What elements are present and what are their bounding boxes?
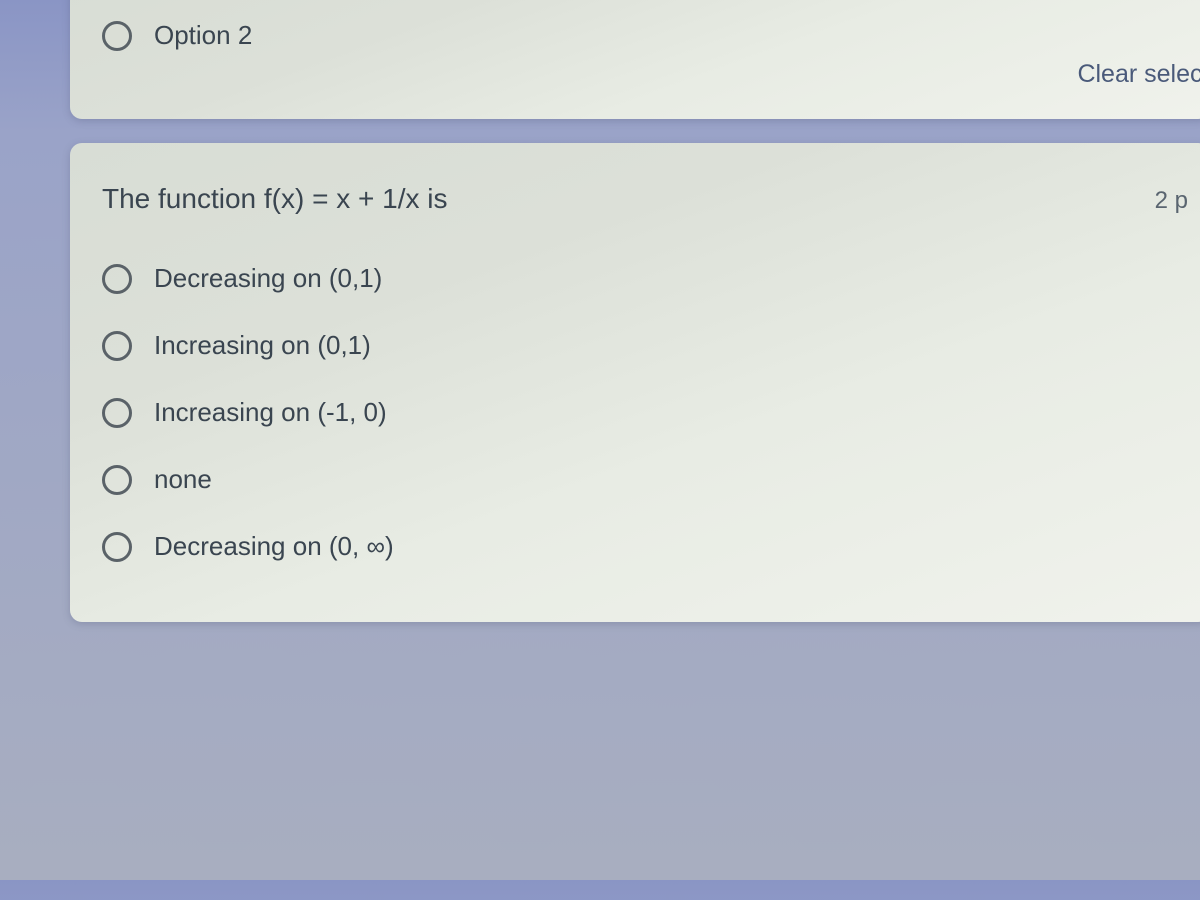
clear-selection-button[interactable]: Clear selecti bbox=[1077, 60, 1200, 89]
question-text: The function f(x) = x + 1/x is bbox=[102, 183, 447, 215]
option-row[interactable]: Decreasing on (0, ∞) bbox=[102, 531, 1178, 562]
option-row[interactable]: none bbox=[102, 464, 1178, 495]
option-row[interactable]: Option 2 bbox=[102, 20, 1178, 51]
radio-icon[interactable] bbox=[102, 264, 132, 294]
previous-question-card: Option 2 Clear selecti bbox=[70, 0, 1200, 119]
option-label: Decreasing on (0, ∞) bbox=[154, 531, 394, 562]
option-row[interactable]: Decreasing on (0,1) bbox=[102, 263, 1178, 294]
radio-icon[interactable] bbox=[102, 465, 132, 495]
radio-icon[interactable] bbox=[102, 532, 132, 562]
radio-icon[interactable] bbox=[102, 398, 132, 428]
option-label: none bbox=[154, 464, 212, 495]
points-label: 2 p bbox=[1155, 187, 1188, 215]
radio-icon[interactable] bbox=[102, 21, 132, 51]
option-row[interactable]: Increasing on (-1, 0) bbox=[102, 397, 1178, 428]
option-label: Increasing on (0,1) bbox=[154, 330, 371, 361]
option-label: Increasing on (-1, 0) bbox=[154, 397, 387, 428]
option-label: Decreasing on (0,1) bbox=[154, 263, 382, 294]
option-row[interactable]: Increasing on (0,1) bbox=[102, 330, 1178, 361]
option-label: Option 2 bbox=[154, 20, 252, 51]
radio-icon[interactable] bbox=[102, 331, 132, 361]
question-header: The function f(x) = x + 1/x is 2 p bbox=[102, 183, 1178, 215]
question-card: The function f(x) = x + 1/x is 2 p Decre… bbox=[70, 143, 1200, 622]
